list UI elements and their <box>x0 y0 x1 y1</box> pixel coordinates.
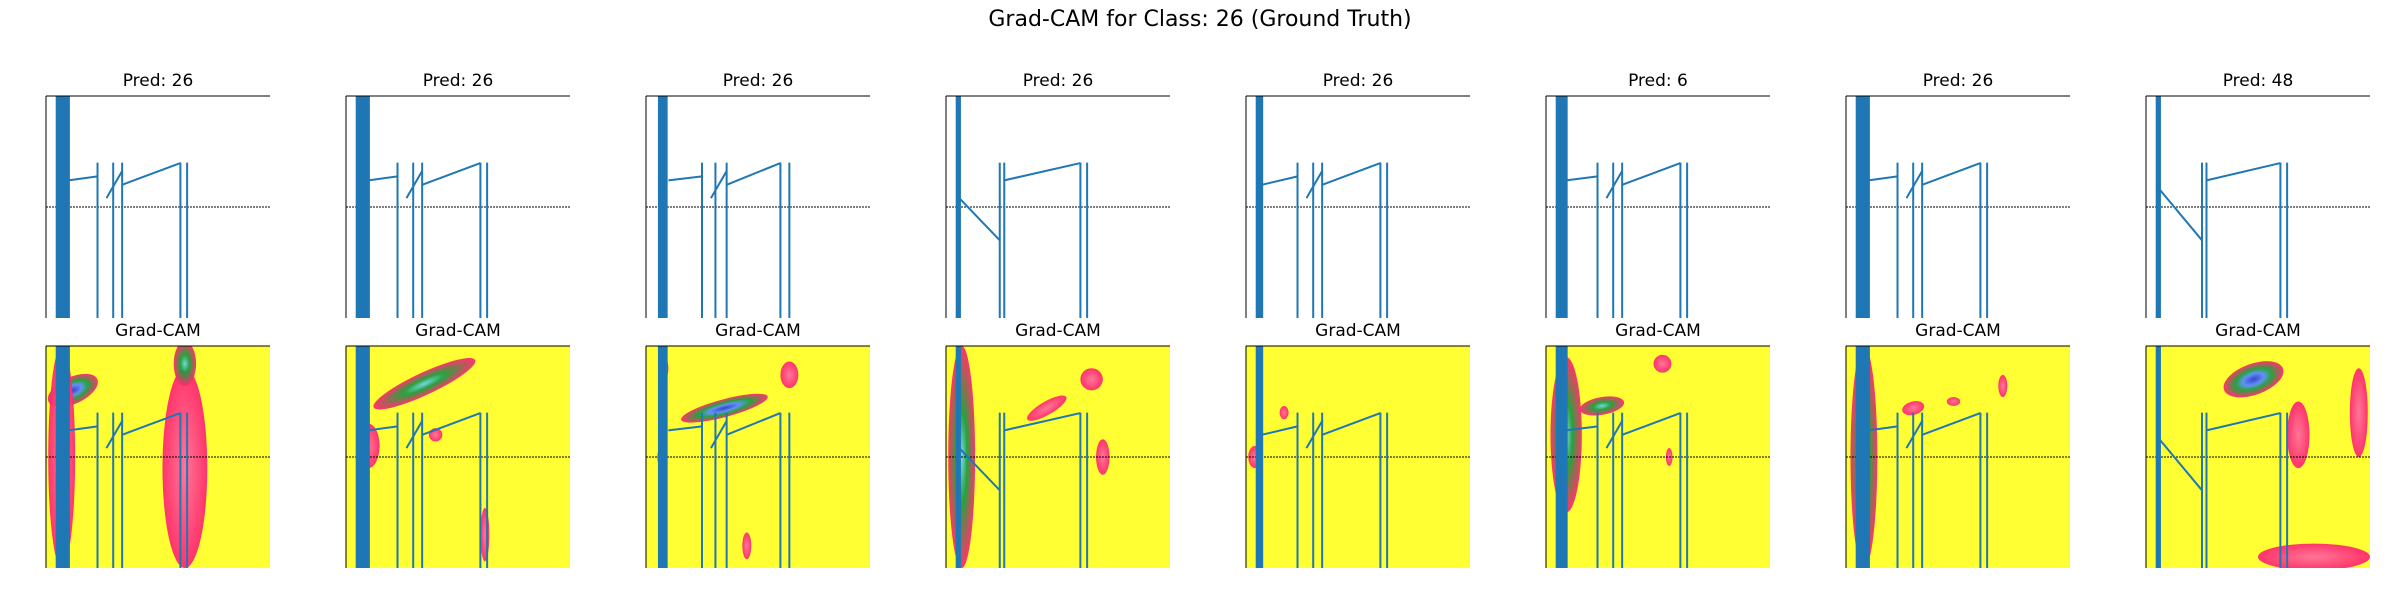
signal-ramp <box>1905 170 1924 199</box>
gradcam-title-5: Grad-CAM <box>1315 321 1401 341</box>
signal-ramp <box>1921 412 1981 436</box>
prediction-title-8: Pred: 48 <box>2222 71 2294 91</box>
gradcam-panel-6 <box>1545 345 1770 568</box>
heat-blob <box>162 368 208 568</box>
prediction-panel-5 <box>1245 95 1470 318</box>
heat-blob <box>1579 396 1625 416</box>
signal-ramp <box>405 170 424 199</box>
signal-ramp <box>2206 412 2281 432</box>
gradcam-title-6: Grad-CAM <box>1615 321 1701 341</box>
prediction-panel-4 <box>945 95 1170 318</box>
signal-ramp <box>1321 412 1381 436</box>
prediction-title-6: Pred: 6 <box>1628 71 1688 91</box>
heat-blob <box>1080 368 1103 391</box>
signal-ramp <box>368 175 398 182</box>
signal-ramp <box>726 162 781 186</box>
heat-blob <box>2287 401 2310 469</box>
heat-blob <box>1946 397 1961 406</box>
signal-ramp <box>956 445 1001 491</box>
signal-ramp <box>956 195 1001 241</box>
signal-ramp <box>1004 162 1081 182</box>
signal-ramp <box>121 162 181 186</box>
signal-ramp <box>668 425 703 432</box>
gradcam-panel-8 <box>2145 345 2370 568</box>
heat-blob <box>2349 368 2368 457</box>
gradcam-title-1: Grad-CAM <box>115 321 201 341</box>
signal-ramp <box>1905 420 1924 449</box>
gradcam-title-3: Grad-CAM <box>715 321 801 341</box>
prediction-panel-7 <box>1845 95 2070 318</box>
signal-ramp <box>105 170 124 199</box>
signal-ramp <box>668 175 703 182</box>
signal-ramp <box>421 162 481 186</box>
gradcam-title-7: Grad-CAM <box>1915 321 2001 341</box>
prediction-title-2: Pred: 26 <box>422 71 494 91</box>
gradcam-panel-1 <box>45 345 270 568</box>
prediction-panel-3 <box>645 95 870 318</box>
signal-ramp <box>1004 412 1081 432</box>
gradcam-title-4: Grad-CAM <box>1015 321 1101 341</box>
signal-ramp <box>2206 162 2281 182</box>
heat-blob <box>780 361 799 389</box>
heat-blob <box>373 358 476 410</box>
signal-ramp <box>1566 175 1598 182</box>
heat-blob <box>2223 361 2284 398</box>
prediction-title-7: Pred: 26 <box>1922 71 1994 91</box>
heat-blob <box>1279 405 1289 420</box>
prediction-title-3: Pred: 26 <box>722 71 794 91</box>
signal-ramp <box>726 412 781 436</box>
gradcam-panel-5 <box>1245 345 1470 568</box>
heat-blob <box>1902 401 1925 416</box>
signal-ramp <box>1621 162 1681 186</box>
signal-ramp <box>68 425 98 432</box>
signal-ramp <box>1868 175 1898 182</box>
prediction-panel-6 <box>1545 95 1770 318</box>
signal-ramp <box>710 420 728 449</box>
signal-ramp <box>1321 162 1381 186</box>
gradcam-title-8: Grad-CAM <box>2215 321 2301 341</box>
signal-ramp <box>121 412 181 436</box>
heat-blob <box>742 532 752 560</box>
heat-blob <box>1027 395 1067 421</box>
heat-blob <box>173 346 197 386</box>
gradcam-panel-7 <box>1845 345 2070 568</box>
signal-ramp <box>1566 425 1598 432</box>
signal-ramp <box>368 425 398 432</box>
signal-ramp <box>405 420 424 449</box>
signal-ramp <box>1621 412 1681 436</box>
gradcam-panel-2 <box>345 345 570 568</box>
figure-title: Grad-CAM for Class: 26 (Ground Truth) <box>988 7 1412 32</box>
signal-ramp <box>1305 420 1324 449</box>
signal-ramp <box>710 170 728 199</box>
signal-ramp <box>1305 170 1324 199</box>
signal-ramp <box>1261 425 1298 436</box>
prediction-panel-2 <box>345 95 570 318</box>
heat-blob <box>1998 374 2008 398</box>
prediction-panel-1 <box>45 95 270 318</box>
signal-ramp <box>68 175 98 182</box>
signal-ramp <box>1921 162 1981 186</box>
prediction-title-4: Pred: 26 <box>1022 71 1094 91</box>
signal-ramp <box>1605 170 1624 199</box>
signal-ramp <box>1868 425 1898 432</box>
heat-blob <box>1653 354 1672 373</box>
gradcam-panel-3 <box>645 345 870 568</box>
heat-blob <box>2258 543 2370 568</box>
signal-ramp <box>1605 420 1624 449</box>
prediction-title-5: Pred: 26 <box>1322 71 1394 91</box>
gradcam-panel-4 <box>945 345 1170 568</box>
gradcam-title-2: Grad-CAM <box>415 321 501 341</box>
signal-ramp <box>421 412 481 436</box>
prediction-title-1: Pred: 26 <box>122 71 194 91</box>
signal-ramp <box>2158 188 2203 241</box>
signal-ramp <box>1261 175 1298 186</box>
signal-ramp <box>2158 438 2203 491</box>
signal-ramp <box>105 420 124 449</box>
prediction-panel-8 <box>2145 95 2370 318</box>
